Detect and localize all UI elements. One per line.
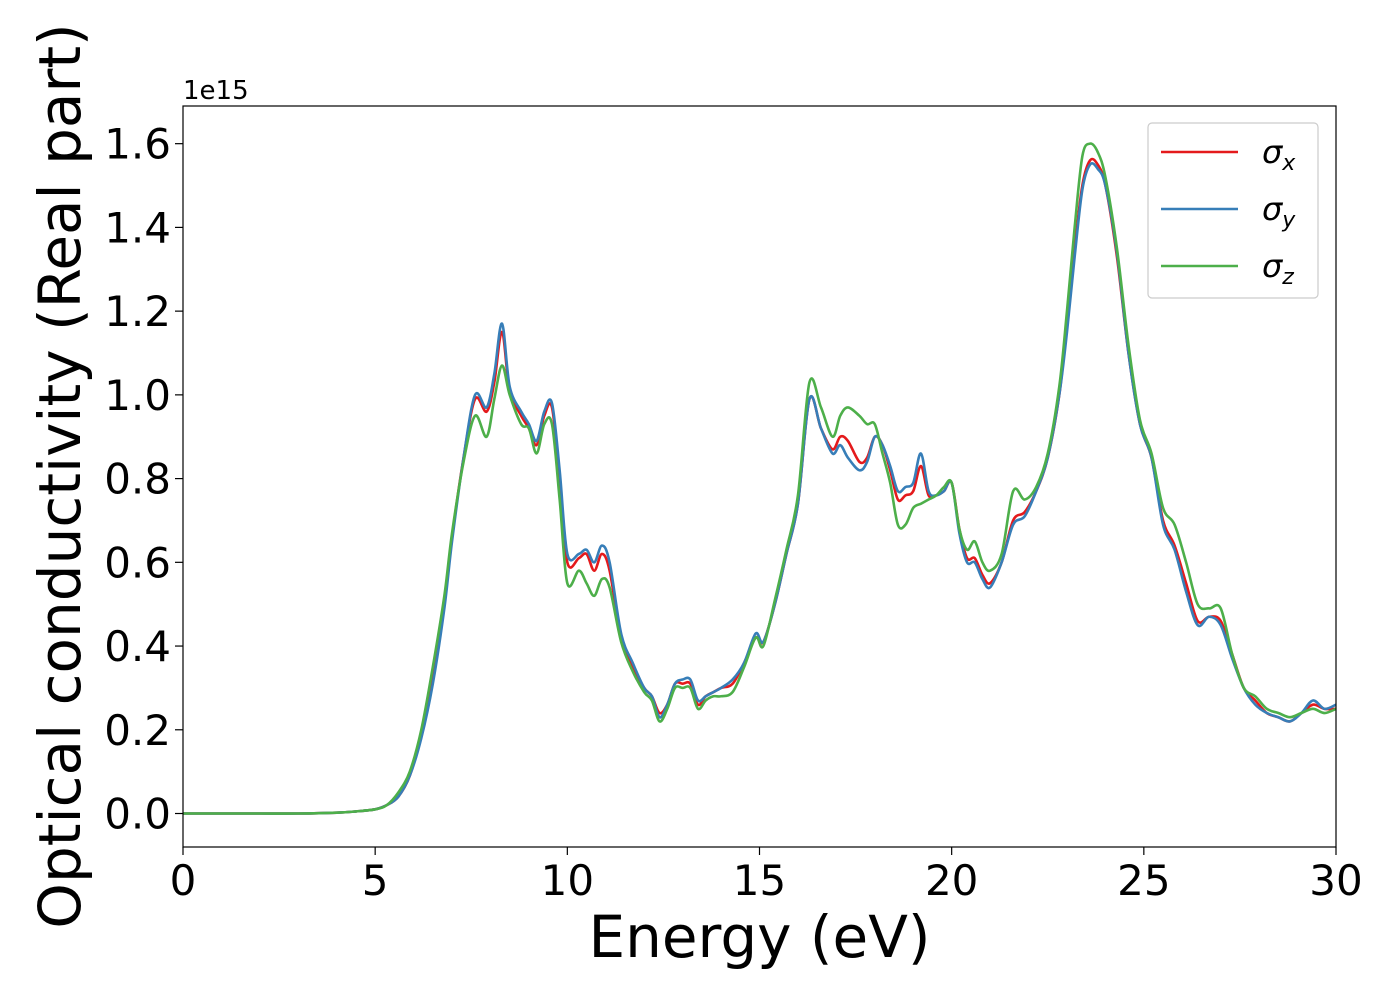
y-tick-label: 0.8 [104, 455, 171, 504]
y-tick-label: 1.2 [104, 287, 171, 336]
legend-label-z: σz [1262, 247, 1294, 290]
y-axis-label: Optical conductivity (Real part) [26, 23, 94, 928]
x-tick-label: 30 [1309, 856, 1362, 905]
x-tick-label: 15 [733, 856, 786, 905]
legend-box [1147, 122, 1319, 299]
legend-label-y: σy [1262, 190, 1296, 233]
series-layer [183, 142, 1336, 815]
x-ticks: 0 5 10 15 20 25 30 [170, 847, 1363, 905]
series-line-z [183, 142, 1336, 815]
y-offset-text: 1e15 [183, 76, 249, 106]
legend-label-x: σx [1262, 133, 1296, 176]
y-ticks: 0.0 0.2 0.4 0.6 0.8 1.0 1.2 1.4 1.6 [104, 120, 183, 839]
y-tick-label: 1.4 [104, 203, 171, 252]
y-tick-label: 0.2 [104, 706, 171, 755]
y-tick-label: 0.0 [104, 790, 171, 839]
legend: σx σy σz [1147, 122, 1319, 299]
x-tick-label: 20 [925, 856, 978, 905]
legend-items: σx σy σz [1161, 133, 1296, 290]
x-tick-label: 10 [541, 856, 594, 905]
y-tick-label: 0.4 [104, 622, 171, 671]
x-axis-label: Energy (eV) [588, 903, 930, 971]
x-tick-label: 0 [170, 856, 197, 905]
y-tick-label: 0.6 [104, 538, 171, 587]
y-tick-label: 1.6 [104, 120, 171, 169]
x-tick-label: 25 [1117, 856, 1170, 905]
y-tick-label: 1.0 [104, 371, 171, 420]
x-tick-label: 5 [362, 856, 389, 905]
